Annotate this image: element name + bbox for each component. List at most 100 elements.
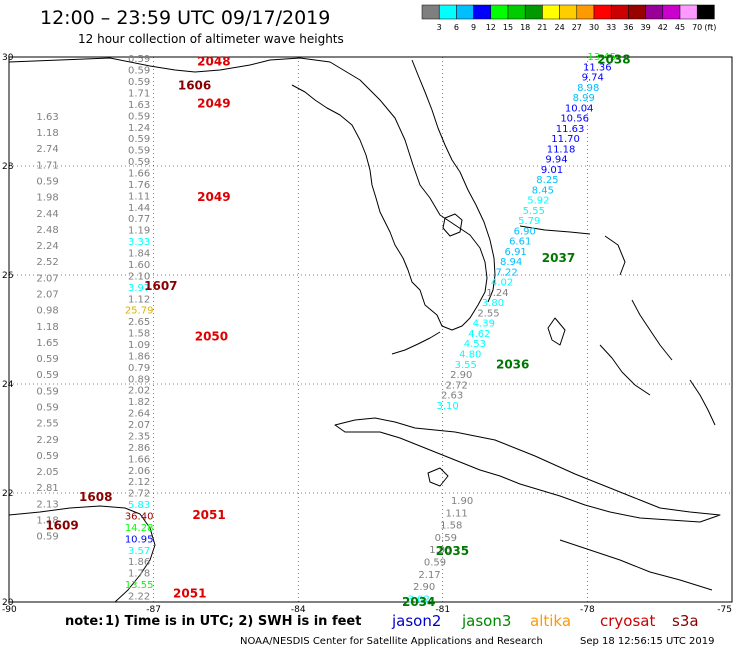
wave-height-reading: 3.80 [482, 298, 504, 309]
lat-tick-label: 26 [2, 271, 14, 281]
wave-height-reading: 8.99 [573, 93, 595, 104]
pass-time-label: 2036 [496, 357, 529, 371]
track-gulf-west: 1.63 1.18 2.74 1.71 0.59 1.98 2.44 2.48 2.24 2.52… [36, 112, 58, 543]
wave-height-reading: 2.35 [128, 431, 150, 442]
wave-height-reading: 9.01 [541, 165, 563, 176]
colorbar-swatch [490, 4, 509, 20]
wave-height-reading: 2.44 [36, 209, 58, 220]
wave-height-reading: 1.78 [128, 569, 150, 580]
colorbar-tick-label: 24 [555, 23, 565, 32]
wave-height-reading: 2.02 [128, 386, 150, 397]
wave-height-reading: 0.59 [128, 66, 150, 77]
wave-height-reading: 3.97 [128, 283, 150, 294]
axis-labels: 30 28 26 24 22 20-90 -87 -84 -81 -78 -75 [2, 53, 732, 615]
wave-height-reading: 0.59 [36, 370, 58, 381]
track-atlantic: 13.4511.369.748.988.9910.0410.5611.6311.… [436, 52, 616, 412]
wave-height-reading: 2.55 [477, 308, 499, 319]
wave-height-reading: 1.18 [36, 515, 58, 526]
bahamas-exuma [599, 344, 651, 396]
colorbar-swatch [696, 4, 715, 20]
wave-height-reading: 0.59 [128, 134, 150, 145]
colorbar-swatch [559, 4, 578, 20]
wave-height-reading: 1.76 [128, 180, 150, 191]
wave-height-reading: 8.98 [577, 83, 599, 94]
wave-height-reading: 36.40 [125, 512, 154, 523]
wave-height-reading: 2.90 [450, 370, 472, 381]
wave-height-reading: 3.33 [128, 237, 150, 248]
wave-height-reading: 0.59 [128, 54, 150, 65]
colorbar-swatch [438, 4, 457, 20]
colorbar-tick-label: 6 [454, 23, 459, 32]
wave-height-reading: 0.77 [128, 214, 150, 225]
wave-height-reading: 2.07 [36, 273, 58, 284]
isla-juventud [427, 467, 449, 487]
lon-tick-label: -87 [146, 605, 161, 615]
wave-height-reading: 4.80 [459, 350, 481, 361]
lon-tick-label: -75 [717, 605, 732, 615]
wave-height-reading: 4.62 [468, 329, 490, 340]
page-subtitle: 12 hour collection of altimeter wave hei… [78, 32, 344, 46]
wave-height-reading: 3.57 [128, 546, 150, 557]
wave-height-reading: 0.89 [128, 374, 150, 385]
time-labels: 2048 1606 2049 2049 1607 2050 1608 2051 1609 2051… [45, 53, 630, 609]
wave-height-reading: 0.59 [36, 386, 58, 397]
pass-time-label: 2034 [402, 595, 435, 609]
wave-height-reading: 13.55 [125, 580, 154, 591]
wave-height-reading: 2.06 [128, 466, 150, 477]
wave-height-reading: 2.52 [36, 257, 58, 268]
wave-height-reading: 0.59 [424, 557, 446, 568]
colorbar-tick-label: 30 [589, 23, 599, 32]
mission-cryosat: cryosat [600, 612, 655, 630]
colorbar-swatch [679, 4, 698, 20]
wave-height-reading: 5.92 [527, 196, 549, 207]
lat-tick-label: 28 [2, 162, 14, 172]
wave-height-reading: 11.63 [556, 124, 585, 135]
wave-height-reading: 4.02 [491, 278, 513, 289]
wave-height-reading: 1.18 [36, 128, 58, 139]
wave-height-reading: 1.71 [128, 88, 150, 99]
wave-height-reading: 11.36 [583, 62, 612, 73]
wave-height-reading: 5.79 [518, 216, 540, 227]
wave-height-reading: 6.61 [509, 237, 531, 248]
lat-tick-label: 20 [2, 598, 14, 608]
colorbar-swatch [662, 4, 681, 20]
lat-tick-label: 30 [2, 53, 14, 63]
wave-height-reading: 1.44 [128, 203, 150, 214]
wave-height-reading: 13.45 [588, 52, 617, 63]
colorbar-tick-label: 45 [675, 23, 685, 32]
colorbar-tick-label: 21 [537, 23, 547, 32]
lon-tick-label: -78 [580, 605, 595, 615]
lon-tick-label: -81 [435, 605, 450, 615]
pass-time-label: 1607 [144, 279, 177, 293]
wave-height-reading: 2.55 [36, 419, 58, 430]
wave-height-reading: 11.70 [551, 134, 580, 145]
cuba-coastline [334, 417, 721, 523]
wave-height-reading: 1.60 [128, 260, 150, 271]
wave-height-reading: 9.74 [582, 73, 604, 84]
colorbar-tick-label: 70 [692, 23, 702, 32]
wave-height-reading: 2.29 [36, 435, 58, 446]
wave-height-reading: 1.58 [440, 521, 462, 532]
wave-height-reading: 1.63 [128, 100, 150, 111]
florida-east-coast [411, 59, 496, 303]
wave-height-reading: 3.55 [455, 360, 477, 371]
colorbar-swatch [456, 4, 474, 20]
wave-height-reading: 1.12 [128, 294, 150, 305]
colorbar-swatch [628, 4, 646, 20]
wave-height-reading: 1.98 [36, 193, 58, 204]
wave-height-reading: 5.55 [523, 206, 545, 217]
wave-height-reading: 6.91 [505, 247, 527, 258]
wave-height-reading: 0.59 [128, 157, 150, 168]
wave-height-reading: 1.82 [128, 397, 150, 408]
pass-time-label: 2051 [192, 508, 225, 522]
colorbar-swatch [507, 4, 526, 20]
wave-height-reading: 1.95 [429, 545, 451, 556]
wave-height-reading: 2.72 [446, 380, 468, 391]
map-frame [8, 56, 733, 603]
wave-height-reading: 2.10 [128, 271, 150, 282]
wave-height-reading: 0.59 [128, 111, 150, 122]
colorbar-tick-label: 33 [606, 23, 616, 32]
wave-height-reading: 14.28 [125, 523, 154, 534]
track-gulf-east: 0.590.590.591.711.630.591.240.590.590.59… [125, 54, 154, 602]
